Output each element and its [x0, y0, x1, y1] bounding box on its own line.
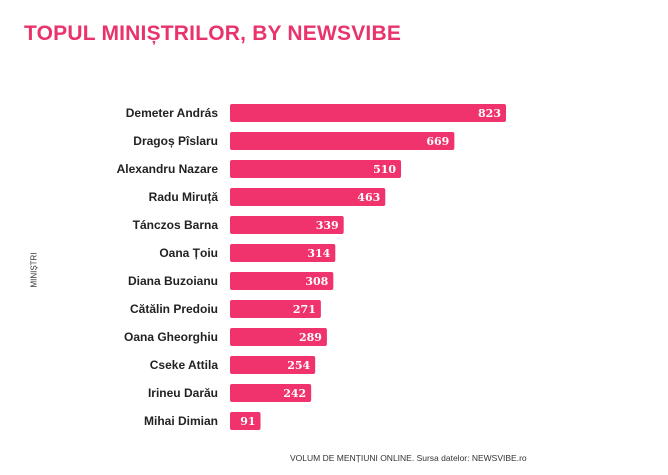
value-label: 314: [307, 247, 330, 260]
value-label: 271: [293, 303, 316, 316]
category-label: Oana Țoiu: [159, 246, 218, 260]
x-axis-title: VOLUM DE MENȚIUNI ONLINE. Sursa datelor:…: [290, 453, 527, 463]
chart-title: TOPUL MINIȘTRILOR, BY NEWSVIBE: [24, 22, 402, 45]
category-label: Dragoș Pîslaru: [133, 134, 218, 148]
value-label: 463: [357, 191, 380, 204]
bar: [230, 300, 321, 318]
category-label: Mihai Dimian: [144, 414, 218, 428]
bar: [230, 104, 506, 122]
value-label: 339: [316, 219, 339, 232]
bar: [230, 132, 455, 150]
category-label: Cătălin Predoiu: [130, 302, 218, 316]
category-label: Radu Miruță: [149, 190, 219, 204]
value-label: 510: [373, 163, 396, 176]
value-label: 308: [305, 275, 328, 288]
bar: [230, 412, 261, 430]
bar: [230, 328, 327, 346]
value-label: 669: [426, 135, 449, 148]
bar: [230, 160, 402, 178]
value-label: 242: [283, 387, 306, 400]
value-label: 289: [299, 331, 322, 344]
category-label: Diana Buzoianu: [128, 274, 218, 288]
bar: [230, 216, 344, 234]
category-label: Alexandru Nazare: [117, 162, 219, 176]
category-label: Oana Gheorghiu: [124, 330, 218, 344]
category-label: Cseke Attila: [150, 358, 219, 372]
bar: [230, 188, 386, 206]
value-label: 91: [240, 415, 255, 428]
bar: [230, 272, 334, 290]
bar: [230, 244, 336, 262]
value-label: 823: [478, 107, 501, 120]
bar: [230, 356, 316, 374]
bar: [230, 384, 312, 402]
category-label: Irineu Darău: [148, 386, 218, 400]
value-label: 254: [287, 359, 310, 372]
category-label: Demeter András: [126, 106, 219, 120]
category-label: Tánczos Barna: [133, 218, 219, 232]
